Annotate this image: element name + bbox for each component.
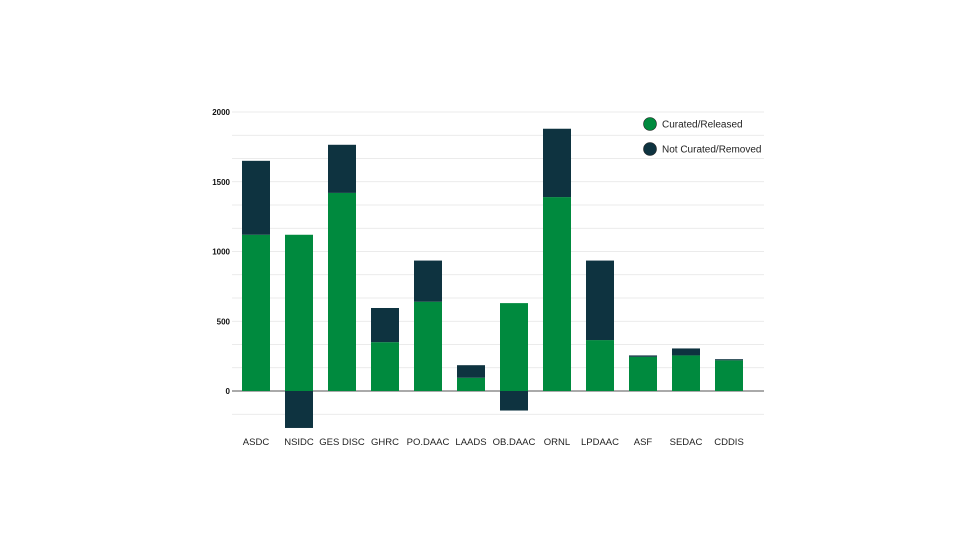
x-tick-label: ORNL — [544, 437, 570, 448]
bar-not-curated — [285, 391, 313, 428]
bar-not-curated — [500, 391, 528, 411]
bar-not-curated — [371, 307, 399, 343]
bar-not-curated — [543, 128, 571, 198]
bar-curated — [328, 192, 356, 391]
legend-swatch-not-curated — [643, 142, 657, 156]
y-tick-label: 1500 — [212, 178, 230, 187]
bar-curated — [457, 377, 485, 391]
legend: Curated/Released Not Curated/Removed — [643, 117, 762, 156]
x-tick-label: GHRC — [371, 437, 399, 448]
legend-label-curated: Curated/Released — [662, 120, 743, 131]
legend-label-not-curated: Not Curated/Removed — [662, 145, 762, 156]
y-tick-label: 0 — [226, 387, 231, 396]
bar-curated — [242, 234, 270, 391]
bar-curated — [629, 356, 657, 391]
y-tick-label: 2000 — [212, 108, 230, 117]
bar-not-curated — [629, 355, 657, 357]
bar-curated — [414, 301, 442, 391]
x-tick-label: OB.DAAC — [493, 437, 536, 448]
x-tick-label: ASDC — [243, 437, 270, 448]
bar-curated — [672, 355, 700, 391]
bar-not-curated — [586, 260, 614, 341]
bar-not-curated — [672, 348, 700, 356]
x-tick-label: ASF — [634, 437, 653, 448]
bar-not-curated — [457, 365, 485, 378]
x-tick-label: LAADS — [455, 437, 486, 448]
gridlines — [232, 111, 764, 415]
x-tick-label: CDDIS — [714, 437, 744, 448]
bars — [242, 128, 743, 428]
bar-curated — [371, 342, 399, 391]
bar-not-curated — [414, 260, 442, 302]
x-axis: ASDC NSIDC GES DISC GHRC PO.DAAC LAADS OB.DAAC… — [243, 437, 744, 448]
bar-curated — [586, 340, 614, 391]
bar-curated — [285, 234, 313, 391]
x-tick-label: LPDAAC — [581, 437, 619, 448]
y-axis: 2000 1500 1000 500 0 — [212, 108, 230, 396]
legend-item-curated: Curated/Released — [643, 117, 743, 131]
x-tick-label: PO.DAAC — [407, 437, 450, 448]
x-tick-label: SEDAC — [670, 437, 703, 448]
legend-item-not-curated: Not Curated/Removed — [643, 142, 762, 156]
x-tick-label: GES DISC — [319, 437, 365, 448]
legend-swatch-curated — [643, 117, 657, 131]
bar-curated — [543, 197, 571, 391]
bar-not-curated — [242, 160, 270, 235]
bar-curated — [500, 303, 528, 391]
y-tick-label: 500 — [217, 317, 231, 326]
bar-curated — [715, 360, 743, 391]
bar-not-curated — [715, 359, 743, 361]
y-tick-label: 1000 — [212, 248, 230, 257]
bar-not-curated — [328, 144, 356, 193]
x-tick-label: NSIDC — [284, 437, 314, 448]
